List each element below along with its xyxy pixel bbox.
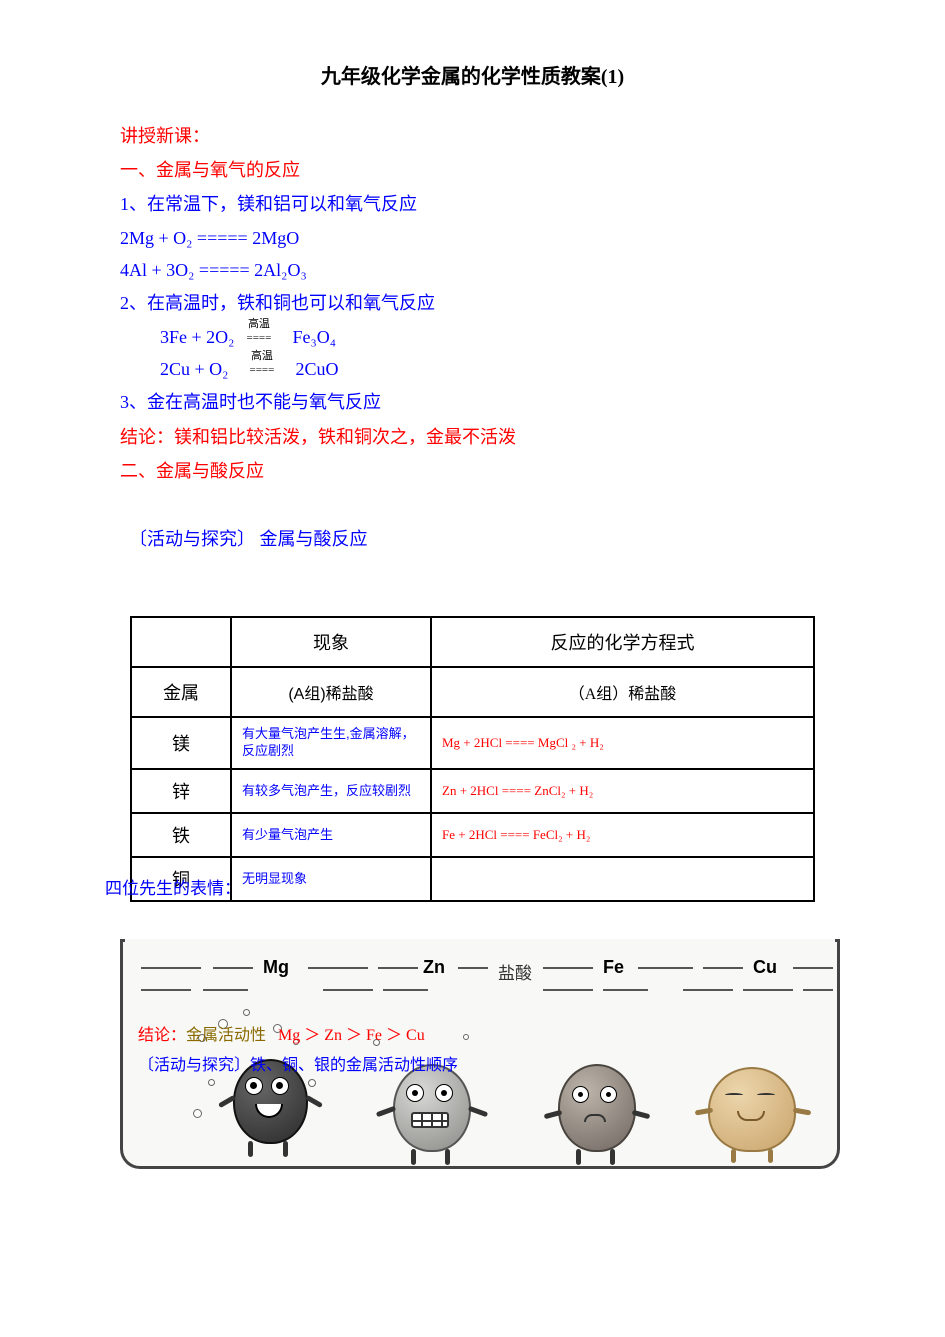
cell-phenom-mg: 有大量气泡产生生,金属溶解，反应剧烈 [231, 717, 431, 769]
grad-line [803, 989, 833, 991]
section1-conclusion: 结论：镁和铝比较活泼，铁和铜次之，金最不活泼 [120, 420, 825, 454]
eq3-right: Fe₃O₄ [292, 327, 336, 347]
cell-phenom-fe: 有少量气泡产生 [231, 813, 431, 857]
grad-line [543, 967, 593, 969]
beaker-illustration: Mg Zn 盐酸 Fe Cu 结论：金属活动性 Mg ＞ Zn ＞ Fe ＞ C… [120, 939, 840, 1169]
cell-eq-zn: Zn + 2HCl ==== ZnCl₂ + H₂ [431, 769, 814, 813]
character-fe [538, 1054, 648, 1164]
beaker-rim-left [120, 939, 125, 951]
page-title: 九年级化学金属的化学性质教案(1) [120, 60, 825, 89]
th-group-a-eq: （A组）稀盐酸 [431, 667, 814, 717]
section2-activity: 〔活动与探究〕 金属与酸反应 [120, 488, 825, 556]
grad-line [141, 989, 191, 991]
eq4-condition: 高温 ==== [242, 361, 282, 381]
th-metal: 金属 [131, 667, 231, 717]
cell-eq-mg: Mg + 2HCl ==== MgCl ₂ + H₂ [431, 717, 814, 769]
grad-line [543, 989, 593, 991]
caption-overlap: 四位先生的表情： [105, 874, 825, 899]
eq3-condition: 高温 ==== [239, 329, 279, 349]
label-acid: 盐酸 [498, 959, 532, 984]
table-header-row: 现象 反应的化学方程式 [131, 617, 814, 667]
grad-line [141, 967, 201, 969]
section1-heading: 一、金属与氧气的反应 [120, 153, 825, 187]
label-fe: Fe [603, 957, 624, 978]
section1-point3: 3、金在高温时也不能与氧气反应 [120, 385, 825, 419]
eq4-left: 2Cu + O₂ [160, 359, 228, 379]
equation-mg-o2: 2Mg + O₂ ===== 2MgO [120, 222, 825, 254]
label-mg: Mg [263, 957, 289, 978]
table-row: 铁 有少量气泡产生 Fe + 2HCl ==== FeCl₂ + H₂ [131, 813, 814, 857]
section1-point2: 2、在高温时，铁和铜也可以和氧气反应 [120, 286, 825, 320]
equation-cu-o2: 2Cu + O₂ 高温 ==== 2CuO [120, 353, 825, 385]
bubble [193, 1109, 202, 1118]
cell-phenom-zn: 有较多气泡产生，反应较剧烈 [231, 769, 431, 813]
cell-eq-fe: Fe + 2HCl ==== FeCl₂ + H₂ [431, 813, 814, 857]
table-subheader-row: 金属 (A组)稀盐酸 （A组）稀盐酸 [131, 667, 814, 717]
grad-line [458, 967, 488, 969]
table-row: 锌 有较多气泡产生，反应较剧烈 Zn + 2HCl ==== ZnCl₂ + H… [131, 769, 814, 813]
eq4-right: 2CuO [295, 359, 338, 379]
grad-line [203, 989, 248, 991]
th-equation: 反应的化学方程式 [431, 617, 814, 667]
equation-al-o2: 4Al + 3O₂ ===== 2Al₂O₃ [120, 254, 825, 286]
cell-metal-mg: 镁 [131, 717, 231, 769]
grad-line [683, 989, 733, 991]
grad-line [383, 989, 428, 991]
grad-line [308, 967, 368, 969]
label-cu: Cu [753, 957, 777, 978]
grad-line [638, 967, 693, 969]
overlay-conclusion: 结论：金属活动性 Mg ＞ Zn ＞ Fe ＞ Cu [138, 1021, 425, 1045]
grad-line [378, 967, 418, 969]
section-intro: 讲授新课： [120, 119, 825, 153]
grad-line [703, 967, 743, 969]
th-blank [131, 617, 231, 667]
bubble [243, 1009, 250, 1016]
overlay-activity: 〔活动与探究〕铁、铜、银的金属活动性顺序 [138, 1051, 458, 1075]
bubble [308, 1079, 316, 1087]
cell-metal-fe: 铁 [131, 813, 231, 857]
th-phenom: 现象 [231, 617, 431, 667]
table-row: 镁 有大量气泡产生生,金属溶解，反应剧烈 Mg + 2HCl ==== MgCl… [131, 717, 814, 769]
equation-fe-o2: 3Fe + 2O₂ 高温 ==== Fe₃O₄ [120, 321, 825, 353]
cell-metal-zn: 锌 [131, 769, 231, 813]
section1-point1: 1、在常温下，镁和铝可以和氧气反应 [120, 187, 825, 221]
grad-line [603, 989, 648, 991]
th-group-a-phenom: (A组)稀盐酸 [231, 667, 431, 717]
grad-line [793, 967, 833, 969]
grad-line [743, 989, 793, 991]
beaker-rim-right [835, 939, 840, 951]
grad-line [323, 989, 373, 991]
grad-line [213, 967, 253, 969]
section2-heading: 二、金属与酸反应 [120, 454, 825, 488]
character-cu [693, 1059, 808, 1164]
eq3-left: 3Fe + 2O₂ [160, 327, 234, 347]
bubble [463, 1034, 469, 1040]
reaction-table: 现象 反应的化学方程式 金属 (A组)稀盐酸 （A组）稀盐酸 镁 有大量气泡产生… [130, 616, 815, 902]
bubble [208, 1079, 215, 1086]
label-zn: Zn [423, 957, 445, 978]
